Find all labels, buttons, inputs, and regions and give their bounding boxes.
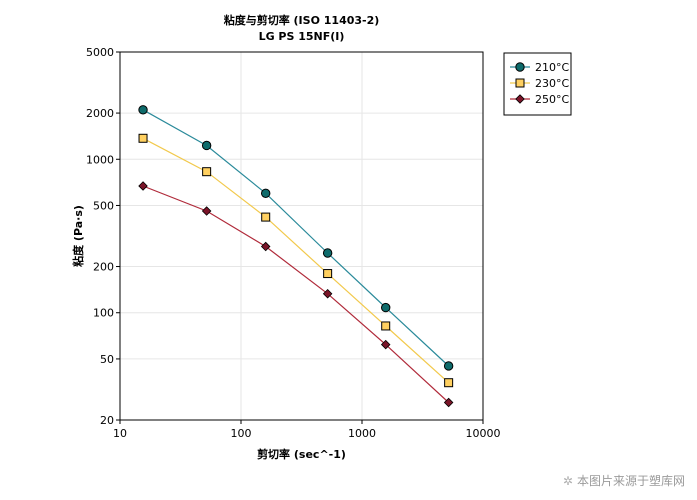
y-tick-label: 100 [93,307,114,320]
legend-label: 230°C [535,77,569,90]
legend-marker [515,94,525,104]
y-tick-label: 50 [100,353,114,366]
series-2-point [202,167,212,177]
series-3-point [138,181,148,191]
y-tick-label: 5000 [86,46,114,59]
legend-label: 210°C [535,61,569,74]
legend-box [503,52,572,116]
series-3-point [260,241,271,252]
plot-frame [119,51,484,421]
legend-marker [515,62,525,72]
y-tick-label: 200 [93,261,114,274]
legend-label: 250°C [535,93,569,106]
x-axis-label: 剪切率 (sec^-1) [257,448,346,461]
x-tick-label: 1000 [348,427,376,440]
series-3-point [201,206,212,216]
series-1-point [322,248,333,258]
y-tick-label: 2000 [86,107,114,120]
x-tick-label: 10000 [466,427,501,440]
y-axis-label: 粘度 (Pa·s) [72,205,85,267]
series-line-2 [142,137,450,384]
series-1-point [381,302,391,313]
series-3-point [380,339,391,350]
series-1-point [138,105,148,115]
watermark-symbol: ✲ [562,474,573,488]
series-2-point [444,378,454,388]
series-2-point [138,133,148,143]
series-line-1 [142,109,450,367]
legend-marker [515,78,525,88]
series-line-3 [142,185,450,403]
series-1-point [443,361,454,371]
series-1-point [201,140,212,151]
chart-title-line1: 粘度与剪切率 (ISO 11403-2) [223,14,380,27]
series-1-point [260,188,271,199]
chart-subtitle: LG PS 15NF(I) [258,30,345,43]
y-tick-label: 20 [100,414,114,427]
y-tick-label: 500 [93,199,114,212]
x-tick-label: 100 [231,427,252,440]
series-2-point [381,321,391,331]
y-tick-label: 1000 [86,153,114,166]
series-2-point [323,269,333,279]
x-tick-label: 10 [113,427,127,440]
watermark: ✲ 本图片来源于塑库网 [563,472,685,489]
chart-title: 粘度与剪切率 (ISO 11403-2) LG PS 15NF(I) [120,13,483,45]
series-3-point [322,288,333,299]
series-3-point [443,397,454,408]
watermark-text: 本图片来源于塑库网 [576,474,685,488]
series-2-point [261,212,271,222]
